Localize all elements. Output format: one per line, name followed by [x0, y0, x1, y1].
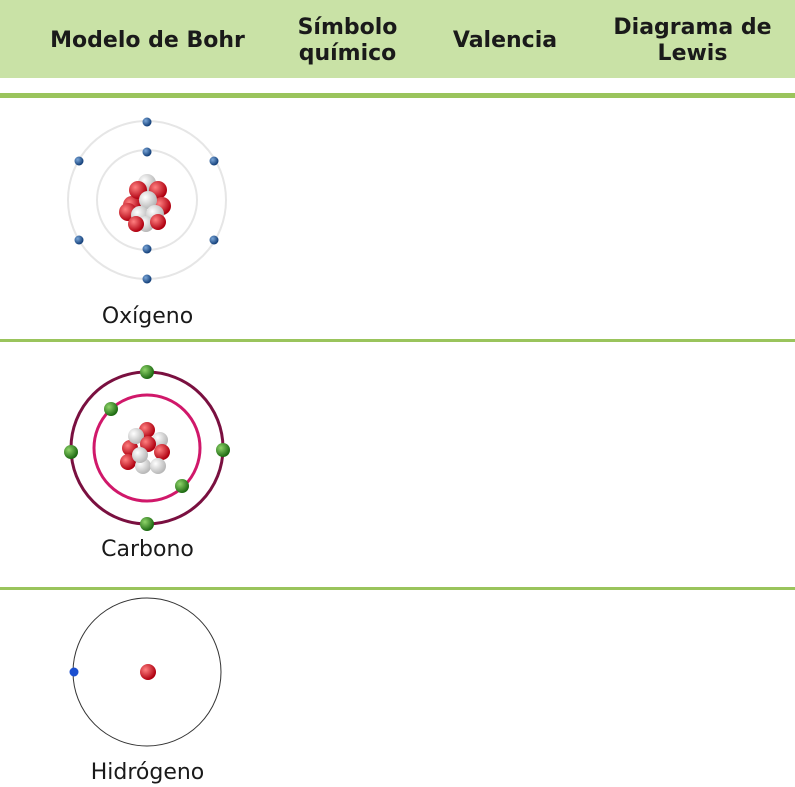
element-name: Oxígeno	[101, 304, 194, 329]
header-cell: Diagrama de Lewis	[613, 15, 772, 66]
element-name: Carbono	[101, 537, 194, 562]
oxygen-model	[67, 117, 227, 284]
row-divider	[0, 93, 795, 98]
row-divider	[0, 587, 795, 590]
header-cell: Modelo de Bohr	[50, 28, 245, 53]
header-cell: Símbolo químico	[297, 15, 398, 66]
header-cell: Valencia	[452, 28, 558, 53]
row-divider	[0, 339, 795, 342]
table-header	[0, 0, 795, 78]
hydrogen-model	[69, 597, 222, 747]
element-name: Hidrógeno	[90, 760, 205, 785]
carbon-model	[64, 365, 230, 531]
